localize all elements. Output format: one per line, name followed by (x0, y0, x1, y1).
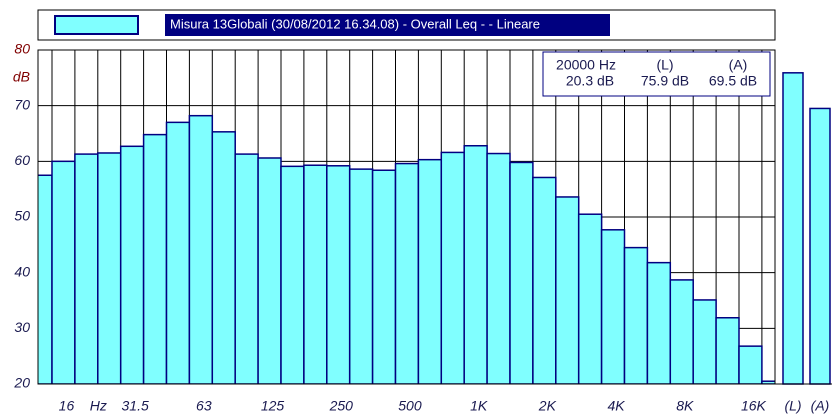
bar (348, 168, 374, 384)
info-header: (L) (656, 57, 673, 73)
bar (188, 114, 214, 384)
x-tick-label: Hz (90, 398, 107, 414)
bar (303, 164, 328, 384)
bar (394, 162, 420, 384)
bar (463, 144, 488, 384)
legend-text: Misura 13Globali (30/08/2012 16.34.08) -… (170, 16, 540, 31)
x-tick-label: (L) (784, 398, 801, 414)
info-box (542, 51, 771, 97)
x-tick-label: 8K (676, 398, 694, 414)
info-value: 75.9 dB (641, 73, 689, 89)
bar (51, 160, 76, 384)
x-tick-label: 125 (261, 398, 285, 414)
bar (715, 317, 740, 384)
y-tick-label: 30 (14, 319, 30, 335)
bar (417, 158, 443, 384)
bar (532, 176, 557, 384)
bar (692, 299, 717, 384)
bar (809, 107, 831, 385)
bar (486, 152, 511, 384)
info-value: 20.3 dB (566, 73, 614, 89)
x-tick-label: 500 (398, 398, 422, 414)
bar (646, 261, 672, 384)
legend-swatch (54, 15, 139, 35)
bar (555, 196, 580, 384)
bar (371, 169, 397, 384)
x-tick-label: 63 (196, 398, 212, 414)
bar (577, 213, 603, 384)
x-tick-label: 16K (741, 398, 767, 414)
x-tick-label: (A) (811, 398, 830, 414)
bar (97, 152, 122, 384)
y-tick-label: 60 (14, 152, 30, 168)
bar (326, 165, 351, 384)
x-tick-label: 1K (470, 398, 488, 414)
y-tick-label: 70 (14, 96, 30, 112)
bar (669, 279, 694, 384)
bar (74, 153, 99, 384)
y-axis-label: dB (13, 69, 30, 85)
bar (165, 121, 191, 384)
plot-border (37, 49, 776, 385)
y-tick-label: 40 (14, 263, 30, 279)
bar (738, 345, 763, 384)
bar (38, 174, 53, 384)
bar (761, 380, 775, 384)
x-tick-label: 31.5 (122, 398, 149, 414)
bar (440, 151, 465, 384)
bar (509, 161, 534, 384)
bar (280, 165, 305, 384)
legend-highlight (165, 14, 610, 36)
x-tick-label: 4K (607, 398, 625, 414)
bar (234, 153, 259, 384)
y-tick-label: 80 (14, 41, 30, 57)
info-header: 20000 Hz (556, 57, 616, 73)
bar (623, 246, 649, 384)
x-tick-label: 16 (59, 398, 75, 414)
y-tick-label: 20 (13, 375, 30, 391)
info-header: (A) (729, 57, 748, 73)
x-tick-label: 250 (329, 398, 354, 414)
plot (38, 50, 775, 384)
bar (782, 72, 804, 385)
bar (257, 157, 282, 384)
x-tick-label: 2K (538, 398, 557, 414)
info-value: 69.5 dB (709, 73, 757, 89)
bar (600, 229, 626, 384)
bar (142, 133, 168, 384)
bar (211, 131, 236, 384)
bar (119, 145, 145, 384)
y-tick-label: 50 (14, 208, 30, 224)
